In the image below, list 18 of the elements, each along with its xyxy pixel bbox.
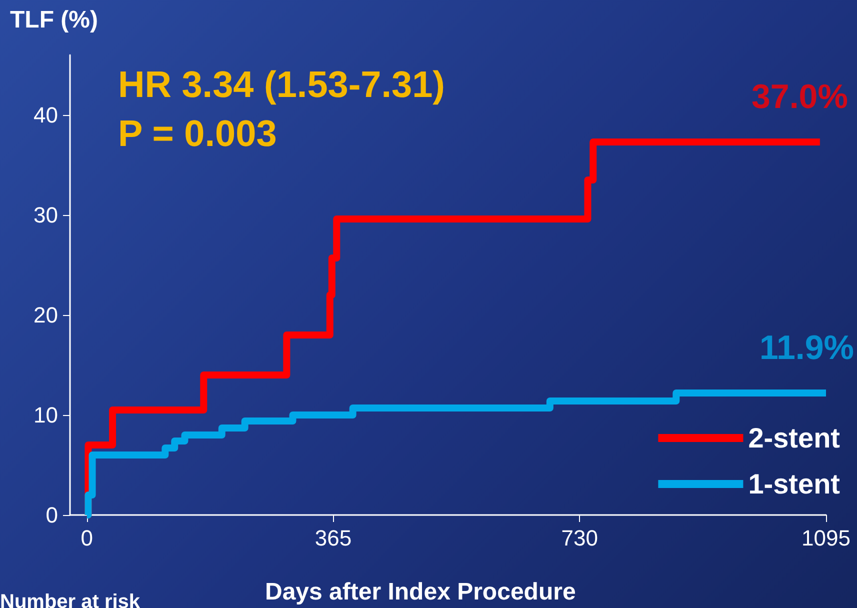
x-tick-label: 365: [314, 526, 352, 550]
y-tick-label: 20: [34, 302, 58, 328]
y-tick-label: 40: [34, 102, 58, 128]
annotation: 37.0%: [752, 78, 848, 116]
annotation: 11.9%: [759, 329, 854, 367]
x-axis-title: Days after Index Procedure: [265, 578, 576, 606]
y-tick-label: 0: [46, 502, 58, 528]
x-tick-label: 730: [561, 526, 598, 550]
x-tick-label: 1095: [802, 526, 850, 550]
legend-label: 1-stent: [748, 468, 840, 500]
y-axis-title: TLF (%): [10, 6, 98, 34]
y-tick-label: 10: [34, 402, 58, 428]
text: Number at risk: [0, 591, 141, 608]
legend-label: 2-stent: [748, 422, 840, 454]
annotation: HR 3.34 (1.53-7.31): [118, 64, 446, 105]
y-tick-label: 30: [34, 202, 58, 228]
annotation: P = 0.003: [118, 113, 277, 154]
x-tick-label: 0: [80, 526, 93, 550]
